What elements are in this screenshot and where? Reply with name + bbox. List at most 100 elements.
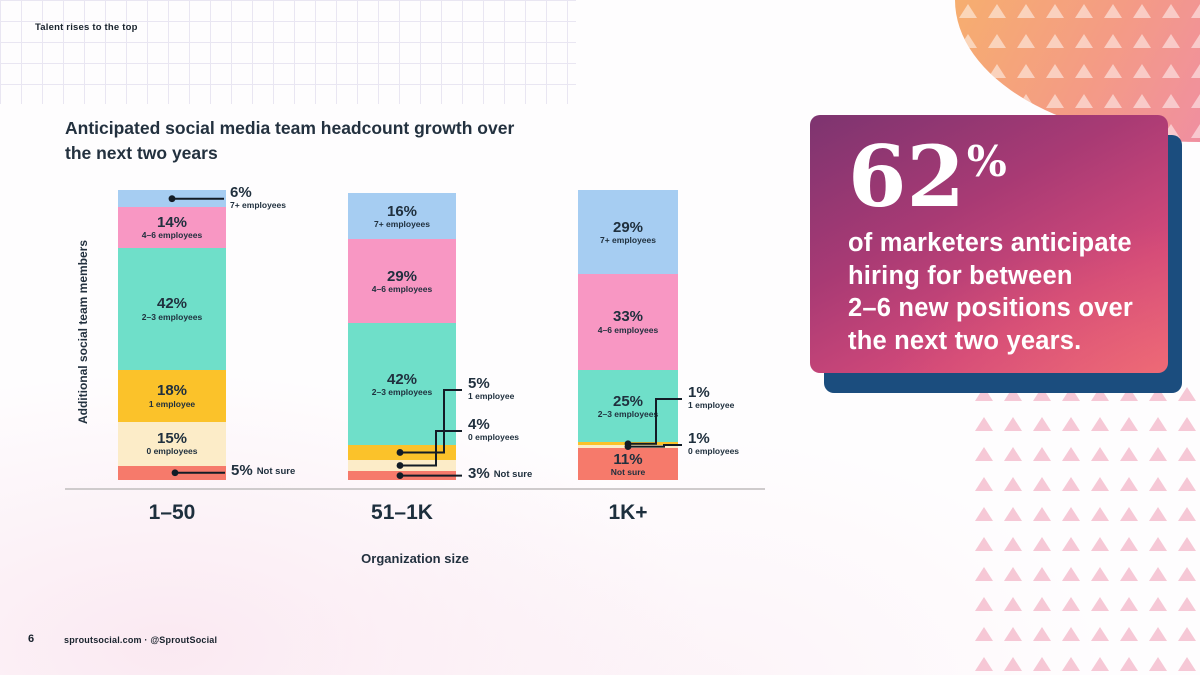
segment-label: 33% 4–6 employees xyxy=(597,308,659,335)
triangle-icon xyxy=(1120,597,1138,611)
triangle-icon xyxy=(1062,657,1080,671)
bar-segment xyxy=(118,422,226,466)
triangle-icon xyxy=(1120,477,1138,491)
triangle-icon xyxy=(1133,64,1151,78)
segment-label: 11% Not sure xyxy=(610,450,646,477)
bar-segment xyxy=(348,239,456,324)
triangle-icon xyxy=(1104,64,1122,78)
stat-card-line: 2–6 new positions over xyxy=(848,294,1133,323)
triangle-icon xyxy=(1191,4,1200,18)
triangle-icon xyxy=(1149,627,1167,641)
triangle-icon xyxy=(1033,447,1051,461)
x-axis-line xyxy=(65,488,765,490)
triangle-icon xyxy=(1075,94,1093,108)
category-label: 1–50 xyxy=(148,501,196,524)
triangle-icon xyxy=(1046,124,1064,138)
triangle-icon xyxy=(975,477,993,491)
triangle-icon xyxy=(1133,124,1151,138)
grid-pattern xyxy=(0,0,576,104)
triangle-icon xyxy=(1017,64,1035,78)
segment-label: 25% 2–3 employees xyxy=(597,392,659,419)
triangle-icon xyxy=(1062,417,1080,431)
triangle-icon xyxy=(1004,477,1022,491)
stat-number: 62% xyxy=(848,127,1007,226)
triangle-icon xyxy=(1104,124,1122,138)
triangle-icon xyxy=(1149,567,1167,581)
triangle-icon xyxy=(1091,447,1109,461)
triangle-icon xyxy=(959,4,977,18)
y-axis-label: Additional social team members xyxy=(76,239,90,425)
triangle-icon xyxy=(1120,567,1138,581)
triangle-icon xyxy=(1091,627,1109,641)
triangle-icon xyxy=(1091,537,1109,551)
triangle-icon xyxy=(1004,657,1022,671)
triangle-icon xyxy=(1191,94,1200,108)
category-label: 51–1K xyxy=(371,501,433,524)
triangle-icon xyxy=(1091,597,1109,611)
triangle-icon xyxy=(1033,537,1051,551)
triangle-icon xyxy=(1162,94,1180,108)
bar-segment xyxy=(578,448,678,480)
segment-callout-label: 3% Not sure xyxy=(468,465,533,482)
triangle-icon xyxy=(1149,477,1167,491)
triangle-icon xyxy=(1062,477,1080,491)
triangle-icon xyxy=(959,124,977,138)
triangle-icon xyxy=(1091,417,1109,431)
page-number: 6 xyxy=(28,633,35,645)
triangle-icon xyxy=(975,597,993,611)
triangle-icon xyxy=(1104,4,1122,18)
bar-segment xyxy=(118,248,226,370)
triangle-icon xyxy=(988,4,1006,18)
segment-callout-label: 1% 0 employees xyxy=(688,430,740,457)
triangle-icon xyxy=(959,94,977,108)
triangle-icon xyxy=(975,447,993,461)
segment-callout-label: 5% 1 employee xyxy=(468,375,515,402)
triangle-icon xyxy=(1046,94,1064,108)
triangle-icon xyxy=(1004,507,1022,521)
bar-segment xyxy=(348,445,456,460)
triangle-icon xyxy=(1149,417,1167,431)
triangle-icon xyxy=(1178,537,1196,551)
triangle-icon xyxy=(1162,34,1180,48)
triangle-icon xyxy=(1004,627,1022,641)
triangle-icon xyxy=(1120,627,1138,641)
triangle-icon xyxy=(988,34,1006,48)
triangle-icon xyxy=(1017,34,1035,48)
triangle-icon xyxy=(1075,64,1093,78)
triangle-icon xyxy=(959,34,977,48)
triangle-icon xyxy=(1062,507,1080,521)
bar-segment xyxy=(348,471,456,480)
triangle-icon xyxy=(1075,124,1093,138)
triangle-icon xyxy=(1149,507,1167,521)
eyebrow-text: Talent rises to the top xyxy=(35,22,138,33)
triangle-icon xyxy=(1033,507,1051,521)
stat-card-line: of marketers anticipate xyxy=(848,229,1132,257)
triangle-icon xyxy=(975,627,993,641)
triangle-icon xyxy=(1120,537,1138,551)
triangle-icon xyxy=(1046,4,1064,18)
triangle-icon xyxy=(1178,597,1196,611)
triangle-icon xyxy=(1133,34,1151,48)
triangle-icon xyxy=(1149,597,1167,611)
triangle-icon xyxy=(1062,447,1080,461)
triangle-icon xyxy=(1149,447,1167,461)
triangle-icon xyxy=(1149,657,1167,671)
chart-title: Anticipated social media team headcount … xyxy=(65,118,515,164)
triangle-icon xyxy=(975,507,993,521)
triangle-pattern-bottom xyxy=(973,383,1200,675)
segment-callout-label: 4% 0 employees xyxy=(468,416,520,443)
triangle-icon xyxy=(1178,567,1196,581)
triangle-icon xyxy=(1062,537,1080,551)
triangle-icon xyxy=(988,94,1006,108)
triangle-icon xyxy=(1004,447,1022,461)
triangle-icon xyxy=(975,537,993,551)
segment-label: 18% 1 employee xyxy=(148,382,196,409)
triangle-icon xyxy=(1178,657,1196,671)
triangle-icon xyxy=(988,64,1006,78)
segment-label: 42% 2–3 employees xyxy=(141,295,203,322)
bar-segment xyxy=(118,369,226,422)
triangle-icon xyxy=(1178,417,1196,431)
percent-sign: % xyxy=(966,137,1007,186)
segment-callout-label: 6% 7+ employees xyxy=(230,184,286,211)
